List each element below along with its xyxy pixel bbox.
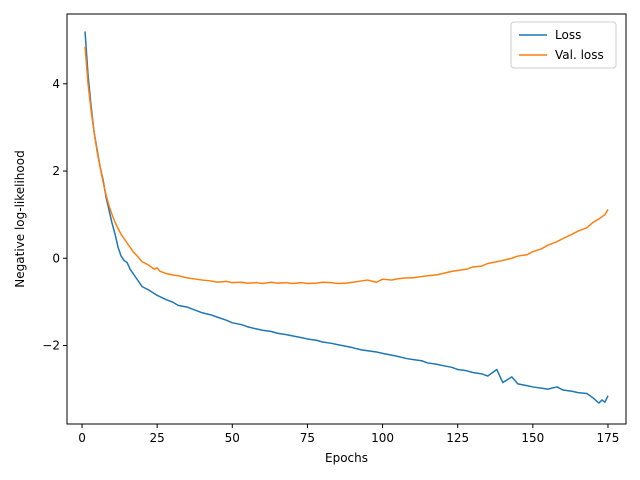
x-tick-label: 100 xyxy=(371,431,394,445)
y-axis: −2 0 2 4 xyxy=(42,77,67,352)
x-axis: 0 25 50 75 100 125 150 175 xyxy=(78,424,619,445)
x-tick-label: 0 xyxy=(78,431,86,445)
y-axis-label: Negative log-likelihood xyxy=(13,150,27,287)
x-tick-label: 175 xyxy=(597,431,620,445)
y-tick-label: 2 xyxy=(52,164,60,178)
x-tick-label: 75 xyxy=(300,431,315,445)
legend: Loss Val. loss xyxy=(510,21,617,69)
legend-box xyxy=(510,21,617,69)
x-tick-label: 150 xyxy=(521,431,544,445)
series-layer xyxy=(84,31,609,404)
legend-label-loss: Loss xyxy=(555,28,581,42)
x-tick-label: 125 xyxy=(446,431,469,445)
series-line-loss xyxy=(84,31,609,404)
plot-area: 0 25 50 75 100 125 150 175 −2 0 2 4 xyxy=(42,13,627,445)
y-tick-label: −2 xyxy=(42,338,60,352)
y-tick-label: 4 xyxy=(52,77,60,91)
x-tick-label: 50 xyxy=(225,431,240,445)
legend-label-val-loss: Val. loss xyxy=(555,48,604,62)
y-tick-label: 0 xyxy=(52,251,60,265)
x-axis-label: Epochs xyxy=(325,451,368,465)
axes-frame xyxy=(66,13,627,425)
series-line-val-loss xyxy=(84,46,609,285)
x-tick-label: 25 xyxy=(150,431,165,445)
